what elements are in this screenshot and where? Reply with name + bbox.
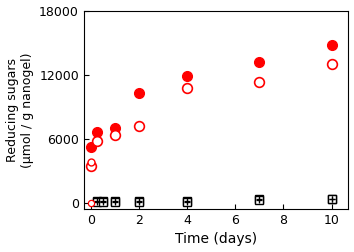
X-axis label: Time (days): Time (days) <box>175 232 257 246</box>
Y-axis label: Reducing sugars
(μmol / g nanogel): Reducing sugars (μmol / g nanogel) <box>6 52 34 168</box>
